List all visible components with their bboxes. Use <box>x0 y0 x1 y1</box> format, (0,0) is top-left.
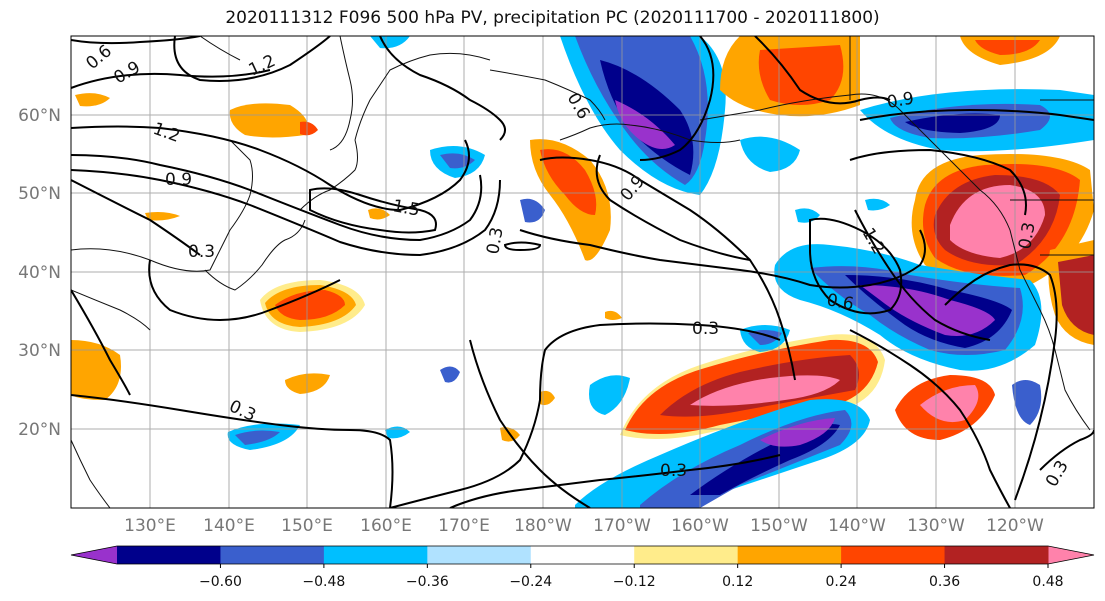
colorbar-cell <box>841 546 946 564</box>
colorbar-tick-label: 0.36 <box>929 574 960 590</box>
contour-label: 0.3 <box>660 461 687 481</box>
colorbar-tick-label: −0.36 <box>406 574 449 590</box>
colorbar: −0.60 −0.48 −0.36 −0.24 −0.12 0.12 0.24 0.36 0.4… <box>70 545 1095 590</box>
lon-tick-label: 120°W <box>986 516 1044 536</box>
coastlines <box>71 36 1094 508</box>
colorbar-cell <box>944 546 1049 564</box>
lon-tick-label: 170°E <box>438 516 490 536</box>
colorbar-tick-label: 0.24 <box>826 574 857 590</box>
lon-tick-label: 160°W <box>671 516 729 536</box>
lon-tick-label: 180°W <box>514 516 572 536</box>
colorbar-extend-high <box>1048 546 1094 564</box>
contour-label: 1.5 <box>391 196 421 220</box>
contour-label: 0.3 <box>692 319 719 339</box>
lon-tick-label: 160°E <box>360 516 412 536</box>
graticule <box>71 36 1094 508</box>
contour-label: 0.9 <box>885 89 915 113</box>
colorbar-cell <box>220 546 325 564</box>
longitude-axis: 130°E 140°E 150°E 160°E 170°E 180°W 170°… <box>124 516 1044 536</box>
colorbar-extend-low <box>71 546 117 564</box>
colorbar-tick-label: −0.48 <box>302 574 345 590</box>
colorbar-cell <box>427 546 532 564</box>
lat-tick-label: 30°N <box>18 341 61 361</box>
colorbar-tick-label: −0.24 <box>509 574 552 590</box>
lon-tick-label: 130°W <box>907 516 965 536</box>
map-title: 2020111312 F096 500 hPa PV, precipitatio… <box>225 8 880 28</box>
latitude-axis: 60°N 50°N 40°N 30°N 20°N <box>18 106 61 440</box>
lon-tick-label: 140°W <box>828 516 886 536</box>
colorbar-cell <box>737 546 842 564</box>
contour-label: 0.9 <box>165 170 192 190</box>
lon-tick-label: 170°W <box>593 516 651 536</box>
colorbar-tick-label: −0.12 <box>613 574 656 590</box>
colorbar-tick-label: 0.12 <box>722 574 753 590</box>
contour-label: 0.3 <box>1015 221 1039 251</box>
shaded-precipitation-field <box>71 36 1094 508</box>
colorbar-tick-label: 0.48 <box>1032 574 1063 590</box>
pv-contours <box>71 36 1094 508</box>
plot-frame <box>70 35 1095 509</box>
contour-label: 0.6 <box>825 290 855 314</box>
colorbar-cell <box>530 546 635 564</box>
colorbar-cell <box>323 546 428 564</box>
colorbar-cell <box>117 546 221 564</box>
contour-label: 0.3 <box>188 242 215 262</box>
lat-tick-label: 50°N <box>18 184 61 204</box>
lat-tick-label: 60°N <box>18 106 61 126</box>
lat-tick-label: 40°N <box>18 263 61 283</box>
contour-label: 0.3 <box>483 226 507 256</box>
lon-tick-label: 150°E <box>281 516 333 536</box>
lon-tick-label: 150°W <box>750 516 808 536</box>
lon-tick-label: 140°E <box>203 516 255 536</box>
colorbar-cell <box>634 546 739 564</box>
lat-tick-label: 20°N <box>18 420 61 440</box>
colorbar-tick-label: −0.60 <box>199 574 242 590</box>
lon-tick-label: 130°E <box>124 516 176 536</box>
